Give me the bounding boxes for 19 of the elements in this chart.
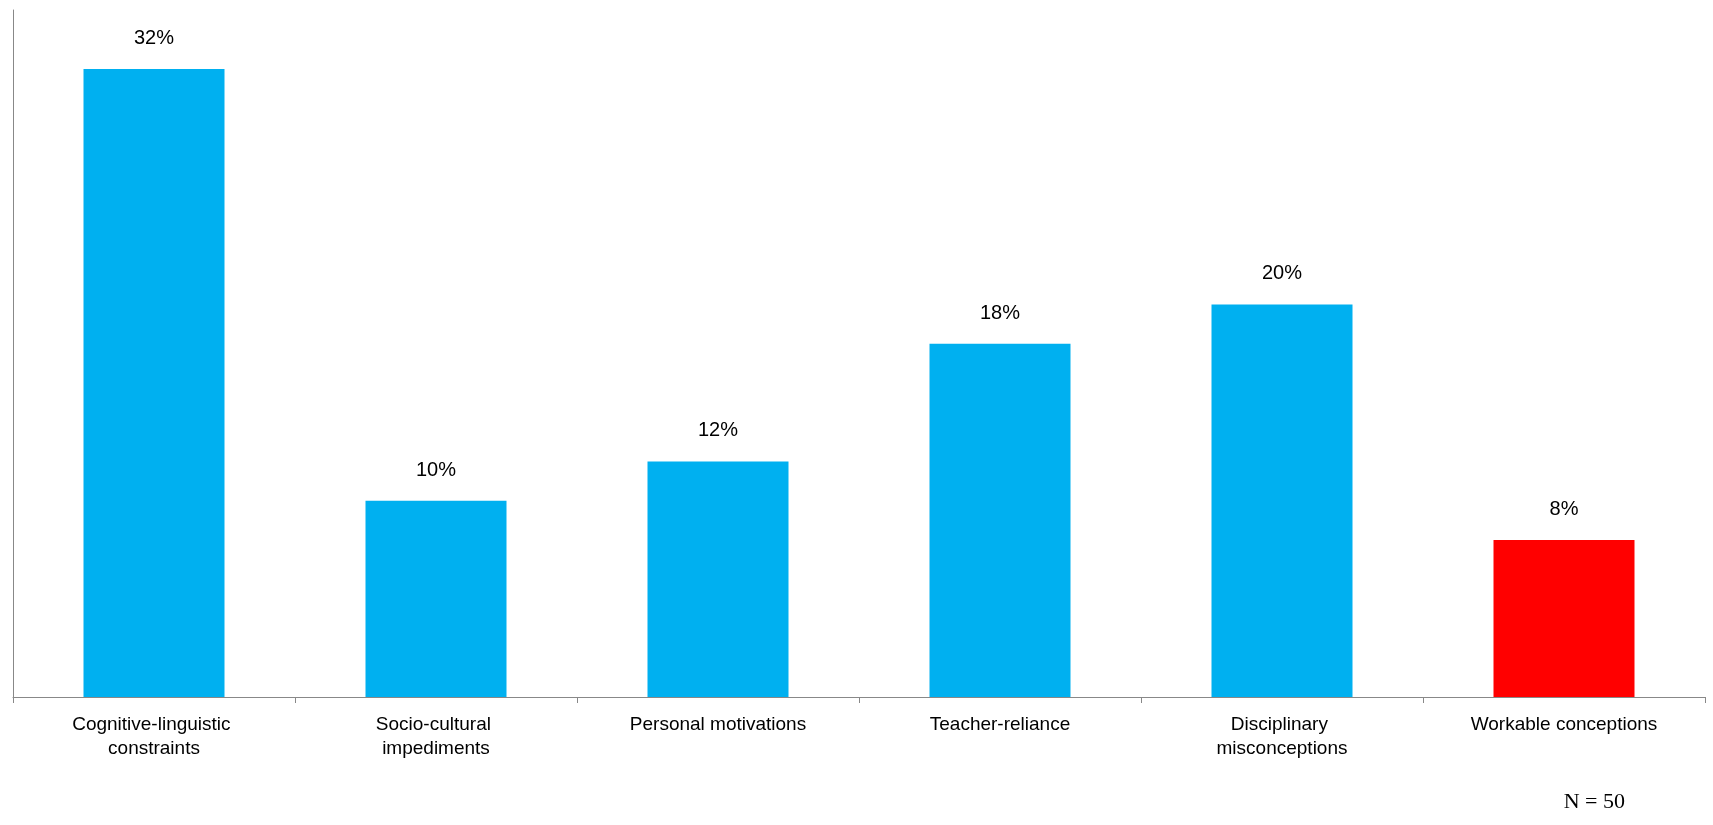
data-label: 18% <box>979 300 1021 323</box>
data-label: 10% <box>415 457 457 480</box>
bar <box>929 343 1071 697</box>
x-tick-label: Workable conceptions <box>1470 712 1658 734</box>
x-tick-label: Personal motivations <box>629 712 807 734</box>
x-tick-label: Disciplinary misconceptions <box>1216 712 1348 758</box>
x-tick-label: Cognitive-linguistic constraints <box>72 712 236 758</box>
data-label: 8% <box>1549 496 1579 519</box>
bar <box>647 461 789 697</box>
x-tick-label: Socio-cultural impediments <box>375 712 497 758</box>
bar <box>1493 539 1635 697</box>
text: N = 50 <box>1563 787 1625 813</box>
bar <box>83 68 225 697</box>
data-label: 12% <box>697 418 739 441</box>
bar <box>365 500 507 697</box>
bar <box>1211 304 1353 697</box>
x-tick-label: Teacher-reliance <box>929 712 1071 734</box>
data-label: 32% <box>133 25 175 48</box>
data-label: 20% <box>1261 261 1303 284</box>
